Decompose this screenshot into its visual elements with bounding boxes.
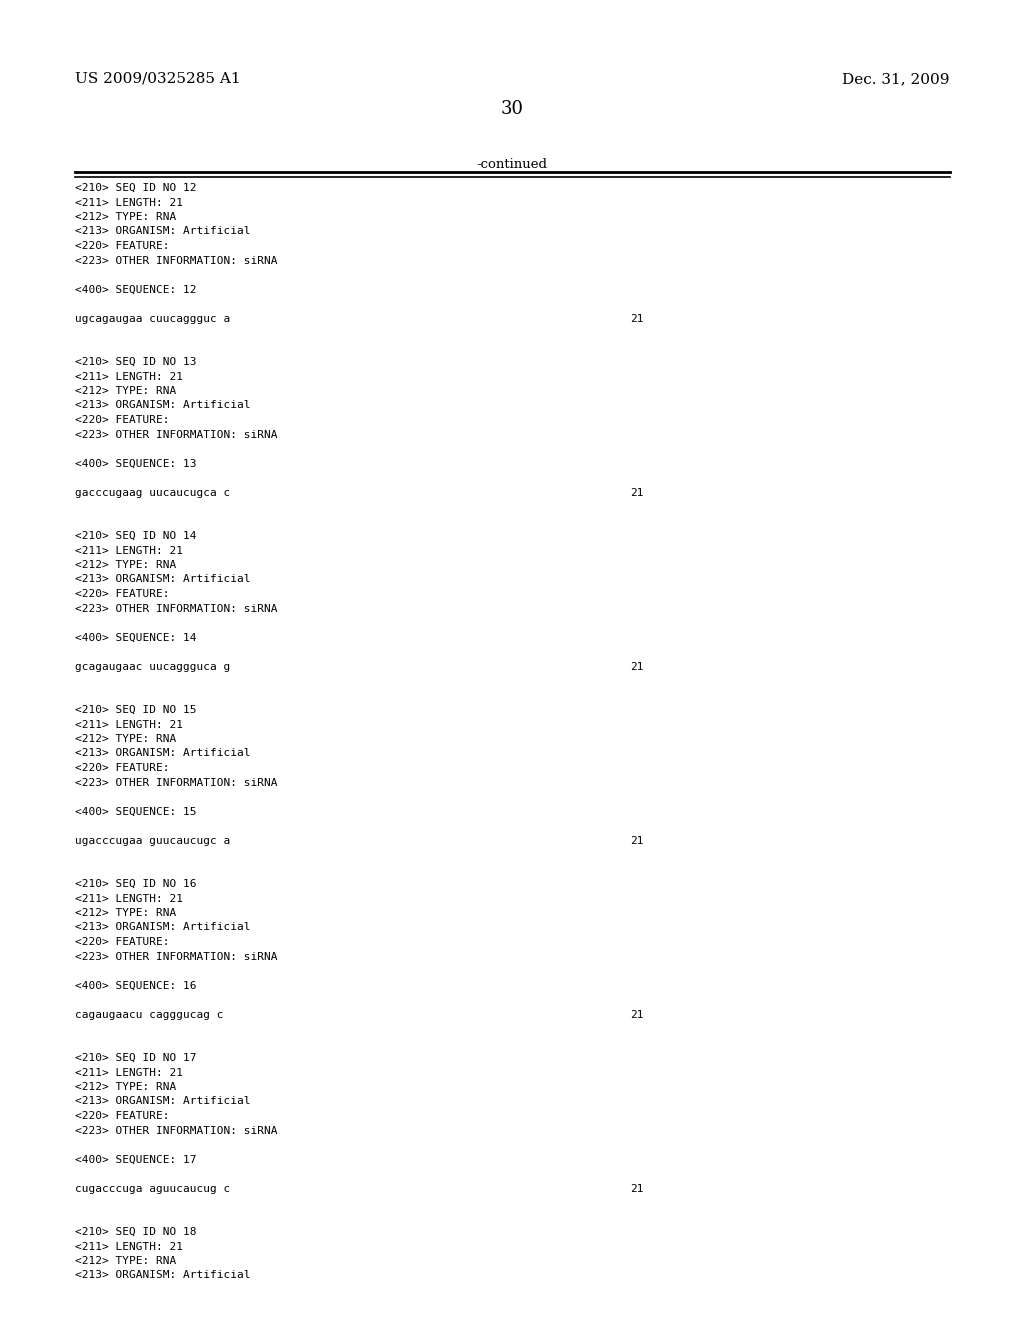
Text: US 2009/0325285 A1: US 2009/0325285 A1 (75, 73, 241, 86)
Text: <400> SEQUENCE: 15: <400> SEQUENCE: 15 (75, 807, 197, 817)
Text: <212> TYPE: RNA: <212> TYPE: RNA (75, 385, 176, 396)
Text: 21: 21 (630, 487, 643, 498)
Text: <211> LENGTH: 21: <211> LENGTH: 21 (75, 1068, 183, 1077)
Text: <220> FEATURE:: <220> FEATURE: (75, 414, 170, 425)
Text: Dec. 31, 2009: Dec. 31, 2009 (843, 73, 950, 86)
Text: <212> TYPE: RNA: <212> TYPE: RNA (75, 1082, 176, 1092)
Text: <223> OTHER INFORMATION: siRNA: <223> OTHER INFORMATION: siRNA (75, 603, 278, 614)
Text: <212> TYPE: RNA: <212> TYPE: RNA (75, 213, 176, 222)
Text: <211> LENGTH: 21: <211> LENGTH: 21 (75, 371, 183, 381)
Text: <210> SEQ ID NO 18: <210> SEQ ID NO 18 (75, 1228, 197, 1237)
Text: <210> SEQ ID NO 15: <210> SEQ ID NO 15 (75, 705, 197, 715)
Text: <210> SEQ ID NO 14: <210> SEQ ID NO 14 (75, 531, 197, 541)
Text: cagaugaacu cagggucag c: cagaugaacu cagggucag c (75, 1010, 223, 1019)
Text: <213> ORGANISM: Artificial: <213> ORGANISM: Artificial (75, 923, 251, 932)
Text: <223> OTHER INFORMATION: siRNA: <223> OTHER INFORMATION: siRNA (75, 1126, 278, 1135)
Text: <213> ORGANISM: Artificial: <213> ORGANISM: Artificial (75, 574, 251, 585)
Text: <220> FEATURE:: <220> FEATURE: (75, 589, 170, 599)
Text: <210> SEQ ID NO 12: <210> SEQ ID NO 12 (75, 183, 197, 193)
Text: <223> OTHER INFORMATION: siRNA: <223> OTHER INFORMATION: siRNA (75, 429, 278, 440)
Text: <211> LENGTH: 21: <211> LENGTH: 21 (75, 198, 183, 207)
Text: 21: 21 (630, 1010, 643, 1019)
Text: cugacccuga aguucaucug c: cugacccuga aguucaucug c (75, 1184, 230, 1193)
Text: 21: 21 (630, 836, 643, 846)
Text: gacccugaag uucaucugca c: gacccugaag uucaucugca c (75, 487, 230, 498)
Text: <213> ORGANISM: Artificial: <213> ORGANISM: Artificial (75, 227, 251, 236)
Text: <211> LENGTH: 21: <211> LENGTH: 21 (75, 719, 183, 730)
Text: <211> LENGTH: 21: <211> LENGTH: 21 (75, 1242, 183, 1251)
Text: <211> LENGTH: 21: <211> LENGTH: 21 (75, 545, 183, 556)
Text: <210> SEQ ID NO 17: <210> SEQ ID NO 17 (75, 1053, 197, 1063)
Text: <213> ORGANISM: Artificial: <213> ORGANISM: Artificial (75, 1270, 251, 1280)
Text: <210> SEQ ID NO 16: <210> SEQ ID NO 16 (75, 879, 197, 888)
Text: <223> OTHER INFORMATION: siRNA: <223> OTHER INFORMATION: siRNA (75, 952, 278, 961)
Text: <400> SEQUENCE: 13: <400> SEQUENCE: 13 (75, 458, 197, 469)
Text: <400> SEQUENCE: 12: <400> SEQUENCE: 12 (75, 285, 197, 294)
Text: <223> OTHER INFORMATION: siRNA: <223> OTHER INFORMATION: siRNA (75, 777, 278, 788)
Text: <220> FEATURE:: <220> FEATURE: (75, 1111, 170, 1121)
Text: <212> TYPE: RNA: <212> TYPE: RNA (75, 560, 176, 570)
Text: <212> TYPE: RNA: <212> TYPE: RNA (75, 1257, 176, 1266)
Text: <400> SEQUENCE: 16: <400> SEQUENCE: 16 (75, 981, 197, 990)
Text: <213> ORGANISM: Artificial: <213> ORGANISM: Artificial (75, 400, 251, 411)
Text: ugcagaugaa cuucaggguc a: ugcagaugaa cuucaggguc a (75, 314, 230, 323)
Text: <400> SEQUENCE: 17: <400> SEQUENCE: 17 (75, 1155, 197, 1164)
Text: -continued: -continued (476, 158, 548, 172)
Text: <213> ORGANISM: Artificial: <213> ORGANISM: Artificial (75, 748, 251, 759)
Text: <211> LENGTH: 21: <211> LENGTH: 21 (75, 894, 183, 903)
Text: gcagaugaac uucaggguca g: gcagaugaac uucaggguca g (75, 661, 230, 672)
Text: <210> SEQ ID NO 13: <210> SEQ ID NO 13 (75, 356, 197, 367)
Text: 21: 21 (630, 661, 643, 672)
Text: <220> FEATURE:: <220> FEATURE: (75, 242, 170, 251)
Text: <220> FEATURE:: <220> FEATURE: (75, 763, 170, 774)
Text: <212> TYPE: RNA: <212> TYPE: RNA (75, 734, 176, 744)
Text: <213> ORGANISM: Artificial: <213> ORGANISM: Artificial (75, 1097, 251, 1106)
Text: <220> FEATURE:: <220> FEATURE: (75, 937, 170, 946)
Text: 30: 30 (501, 100, 523, 117)
Text: ugacccugaa guucaucugc a: ugacccugaa guucaucugc a (75, 836, 230, 846)
Text: <212> TYPE: RNA: <212> TYPE: RNA (75, 908, 176, 917)
Text: <400> SEQUENCE: 14: <400> SEQUENCE: 14 (75, 632, 197, 643)
Text: <223> OTHER INFORMATION: siRNA: <223> OTHER INFORMATION: siRNA (75, 256, 278, 265)
Text: 21: 21 (630, 1184, 643, 1193)
Text: 21: 21 (630, 314, 643, 323)
